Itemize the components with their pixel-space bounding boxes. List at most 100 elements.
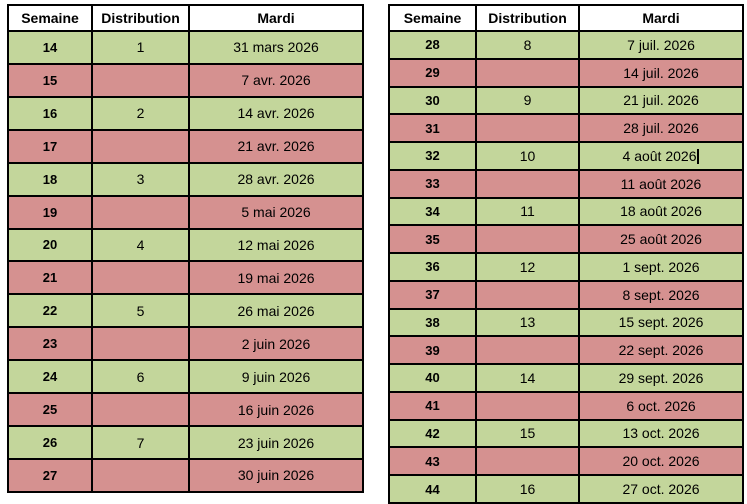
distribution-cell[interactable] — [91, 392, 190, 428]
date-cell[interactable]: 7 avr. 2026 — [188, 62, 364, 98]
week-cell[interactable]: 16 — [7, 95, 93, 131]
date-cell[interactable]: 9 juin 2026 — [188, 359, 364, 395]
week-cell[interactable]: 30 — [388, 85, 477, 116]
date-cell[interactable]: 30 juin 2026 — [188, 457, 364, 494]
date-cell[interactable]: 5 mai 2026 — [188, 194, 364, 230]
week-cell[interactable]: 37 — [388, 279, 477, 310]
distribution-cell[interactable]: 9 — [475, 85, 580, 116]
week-cell[interactable]: 21 — [7, 260, 93, 296]
date-cell[interactable]: 25 août 2026 — [578, 224, 744, 254]
date-cell[interactable]: 8 sept. 2026 — [578, 279, 744, 310]
distribution-cell[interactable]: 6 — [91, 359, 190, 395]
distribution-cell[interactable]: 14 — [475, 363, 580, 393]
distribution-cell[interactable]: 16 — [475, 474, 580, 504]
date-cell[interactable]: 12 mai 2026 — [188, 227, 364, 263]
date-cell[interactable]: 22 sept. 2026 — [578, 335, 744, 365]
week-cell[interactable]: 15 — [7, 62, 93, 98]
date-cell[interactable]: 20 oct. 2026 — [578, 446, 744, 476]
week-cell[interactable]: 14 — [7, 30, 93, 65]
week-cell[interactable]: 19 — [7, 194, 93, 230]
date-cell[interactable]: 19 mai 2026 — [188, 260, 364, 296]
week-cell[interactable]: 25 — [7, 392, 93, 428]
week-cell[interactable]: 27 — [7, 457, 93, 494]
distribution-cell[interactable]: 12 — [475, 252, 580, 282]
distribution-cell[interactable] — [475, 113, 580, 143]
week-cell[interactable]: 20 — [7, 227, 93, 263]
column-header-distribution[interactable]: Distribution — [91, 4, 190, 32]
week-cell[interactable]: 28 — [388, 30, 477, 60]
date-cell[interactable]: 27 oct. 2026 — [578, 474, 744, 504]
date-cell[interactable]: 11 août 2026 — [578, 168, 744, 199]
week-cell[interactable]: 36 — [388, 252, 477, 282]
week-cell[interactable]: 38 — [388, 307, 477, 338]
date-cell[interactable]: 13 oct. 2026 — [578, 418, 744, 449]
week-cell[interactable]: 24 — [7, 359, 93, 395]
week-cell[interactable]: 35 — [388, 224, 477, 254]
date-cell[interactable]: 21 juil. 2026 — [578, 85, 744, 116]
date-cell[interactable]: 23 juin 2026 — [188, 425, 364, 460]
week-cell[interactable]: 43 — [388, 446, 477, 476]
date-cell[interactable]: 18 août 2026 — [578, 196, 744, 227]
week-cell[interactable]: 40 — [388, 363, 477, 393]
date-cell[interactable]: 15 sept. 2026 — [578, 307, 744, 338]
distribution-cell[interactable]: 11 — [475, 196, 580, 227]
date-cell[interactable]: 14 avr. 2026 — [188, 95, 364, 131]
distribution-cell[interactable]: 5 — [91, 293, 190, 329]
week-cell[interactable]: 39 — [388, 335, 477, 365]
distribution-cell[interactable]: 4 — [91, 227, 190, 263]
date-cell[interactable]: 21 avr. 2026 — [188, 128, 364, 164]
distribution-cell[interactable]: 8 — [475, 30, 580, 60]
date-cell[interactable]: 31 mars 2026 — [188, 30, 364, 65]
date-cell[interactable]: 28 juil. 2026 — [578, 113, 744, 143]
date-cell[interactable]: 6 oct. 2026 — [578, 390, 744, 421]
distribution-cell[interactable] — [475, 279, 580, 310]
distribution-cell[interactable] — [91, 260, 190, 296]
column-header-mardi[interactable]: Mardi — [578, 4, 744, 32]
distribution-cell[interactable] — [91, 194, 190, 230]
date-cell[interactable]: 29 sept. 2026 — [578, 363, 744, 393]
week-cell[interactable]: 34 — [388, 196, 477, 227]
distribution-cell[interactable]: 3 — [91, 161, 190, 197]
week-cell[interactable]: 22 — [7, 293, 93, 329]
week-cell[interactable]: 23 — [7, 326, 93, 362]
date-cell[interactable]: 4 août 2026 — [578, 141, 744, 171]
date-cell[interactable]: 14 juil. 2026 — [578, 57, 744, 88]
week-cell[interactable]: 32 — [388, 141, 477, 171]
distribution-cell[interactable] — [91, 128, 190, 164]
distribution-cell[interactable]: 10 — [475, 141, 580, 171]
week-cell[interactable]: 41 — [388, 390, 477, 421]
week-cell[interactable]: 42 — [388, 418, 477, 449]
date-cell[interactable]: 1 sept. 2026 — [578, 252, 744, 282]
date-cell[interactable]: 7 juil. 2026 — [578, 30, 744, 60]
column-header-semaine[interactable]: Semaine — [388, 4, 477, 32]
column-header-distribution[interactable]: Distribution — [475, 4, 580, 32]
distribution-cell[interactable]: 13 — [475, 307, 580, 338]
distribution-cell[interactable] — [475, 224, 580, 254]
week-cell[interactable]: 18 — [7, 161, 93, 197]
distribution-cell[interactable] — [91, 62, 190, 98]
date-cell[interactable]: 26 mai 2026 — [188, 293, 364, 329]
date-cell[interactable]: 2 juin 2026 — [188, 326, 364, 362]
distribution-cell[interactable] — [475, 57, 580, 88]
distribution-cell[interactable] — [475, 446, 580, 476]
date-cell[interactable]: 28 avr. 2026 — [188, 161, 364, 197]
distribution-cell[interactable]: 1 — [91, 30, 190, 65]
week-cell[interactable]: 26 — [7, 425, 93, 460]
week-cell[interactable]: 33 — [388, 168, 477, 199]
column-header-semaine[interactable]: Semaine — [7, 4, 93, 32]
week-cell[interactable]: 29 — [388, 57, 477, 88]
distribution-cell[interactable]: 15 — [475, 418, 580, 449]
distribution-cell[interactable] — [91, 457, 190, 494]
table-row: 40 14 29 sept. 2026 — [388, 363, 744, 393]
week-cell[interactable]: 31 — [388, 113, 477, 143]
date-cell[interactable]: 16 juin 2026 — [188, 392, 364, 428]
distribution-cell[interactable] — [91, 326, 190, 362]
distribution-cell[interactable]: 2 — [91, 95, 190, 131]
week-cell[interactable]: 44 — [388, 474, 477, 504]
distribution-cell[interactable] — [475, 168, 580, 199]
week-cell[interactable]: 17 — [7, 128, 93, 164]
distribution-cell[interactable] — [475, 390, 580, 421]
column-header-mardi[interactable]: Mardi — [188, 4, 364, 32]
distribution-cell[interactable] — [475, 335, 580, 365]
distribution-cell[interactable]: 7 — [91, 425, 190, 460]
